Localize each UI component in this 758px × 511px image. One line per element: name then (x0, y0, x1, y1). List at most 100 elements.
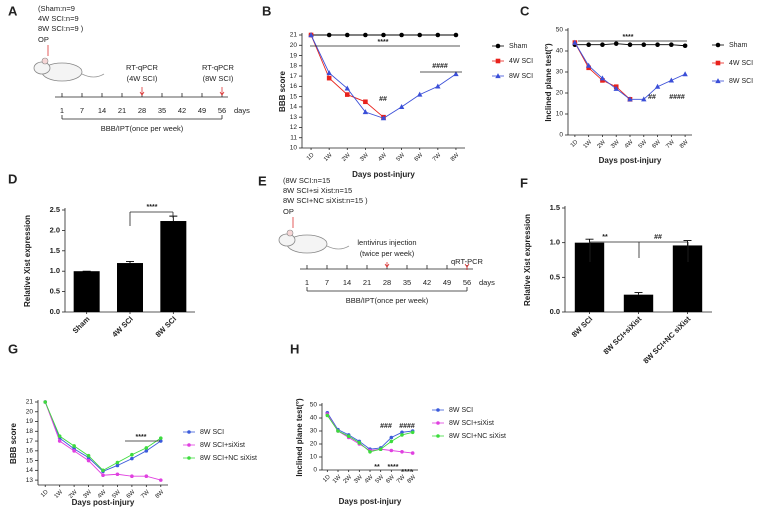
marker (572, 39, 578, 45)
marker (715, 60, 721, 66)
marker (115, 460, 120, 465)
group-label: (8W SCI:n=15 (283, 176, 330, 185)
marker (363, 99, 368, 105)
period-label: BBB/IPT(once per week) (346, 296, 429, 305)
marker (130, 456, 134, 461)
panel-letter: G (8, 341, 18, 356)
legend-label: Sham (509, 43, 527, 50)
marker (158, 436, 163, 440)
x-tick-label: 8W SCI (570, 314, 595, 339)
group-label: (Sham:n=9 (38, 4, 75, 13)
legend-label: 4W SCI (509, 58, 533, 65)
marker (641, 96, 647, 102)
y-axis-label: Relative Xist expression (23, 215, 32, 307)
marker (435, 83, 441, 89)
marker (344, 32, 350, 38)
marker (158, 439, 163, 443)
x-tick-label: 4W (377, 152, 388, 163)
day-label: 21 (363, 278, 371, 287)
marker (641, 42, 647, 47)
day-label: 35 (158, 106, 166, 115)
day-label: 14 (343, 278, 351, 287)
marker (130, 452, 134, 457)
marker (381, 32, 386, 38)
error-bar (634, 292, 643, 295)
marker (380, 115, 387, 121)
error-bar (585, 238, 594, 243)
group-label: 8W SCI:n=9 ) (38, 24, 84, 33)
annotation: ## (379, 96, 387, 103)
y-tick-label: 1.0 (50, 266, 60, 275)
annotation: ### (380, 423, 392, 430)
group-label: 8W SCI+si Xist:n=15 (283, 186, 352, 195)
legend-label: 8W SCI+NC siXist (449, 433, 506, 440)
op-label: OP (38, 35, 49, 44)
x-tick-label: 2W (343, 474, 354, 485)
x-tick-label: 1W (332, 474, 343, 485)
x-tick-label: 3W (610, 139, 621, 150)
y-tick-label: 0 (313, 467, 317, 474)
marker (400, 433, 404, 437)
annotation: #### (399, 423, 415, 430)
bar (73, 271, 100, 312)
marker (613, 85, 619, 91)
panel-letter: D (8, 171, 17, 186)
marker (495, 43, 501, 49)
marker (101, 473, 105, 478)
day-label: 1 (305, 278, 309, 287)
marker (627, 42, 633, 47)
y-tick-label: 1.0 (550, 238, 560, 247)
x-tick-label: 4W SCI (110, 314, 135, 339)
marker (101, 468, 105, 473)
annotation: #### (669, 94, 685, 101)
mouse-tail (81, 73, 105, 78)
annotation: ## (648, 94, 656, 101)
x-tick-label: 6W (385, 474, 396, 485)
day-label: 35 (403, 278, 411, 287)
y-tick-label: 30 (310, 428, 318, 435)
marker (357, 440, 362, 445)
marker (417, 91, 423, 97)
marker (410, 451, 415, 455)
bar (117, 263, 143, 312)
mouse-head (278, 233, 296, 247)
x-tick-label: 1D (40, 489, 50, 499)
legend-label: 8W SCI (509, 73, 533, 80)
marker (346, 434, 351, 439)
annotation: #### (432, 63, 448, 70)
x-tick-label: 8W (155, 489, 166, 500)
marker (436, 434, 440, 438)
y-axis-label: BBB score (9, 423, 18, 464)
marker (187, 430, 191, 434)
annotation: ** (602, 234, 608, 241)
unit-label: days (234, 106, 250, 115)
day-label: 49 (443, 278, 451, 287)
annotation: **** (388, 464, 399, 471)
x-tick-label: 8W SCI+siXist (601, 314, 643, 356)
day-label: 7 (325, 278, 329, 287)
annotation: ## (654, 234, 662, 241)
unit-label: days (479, 278, 495, 287)
day-label: 42 (178, 106, 186, 115)
marker (57, 434, 62, 438)
mouse-ear (41, 57, 49, 65)
marker (308, 32, 314, 38)
x-tick-label: 1D (306, 152, 316, 162)
y-tick-label: 13 (26, 477, 34, 484)
y-tick-label: 11 (290, 134, 297, 141)
marker (363, 32, 368, 38)
y-tick-label: 16 (26, 448, 34, 455)
mouse-tail (326, 245, 350, 250)
day-label: 49 (198, 106, 206, 115)
marker (453, 32, 459, 38)
y-tick-label: 50 (310, 402, 318, 409)
x-tick-label: 5W (375, 474, 386, 485)
marker (410, 430, 415, 435)
marker (115, 472, 120, 477)
x-tick-label: 1D (570, 139, 580, 149)
event-arrow (464, 263, 470, 270)
y-tick-label: 21 (290, 32, 298, 39)
annotation: **** (136, 434, 147, 441)
y-tick-label: 0.5 (550, 272, 560, 281)
